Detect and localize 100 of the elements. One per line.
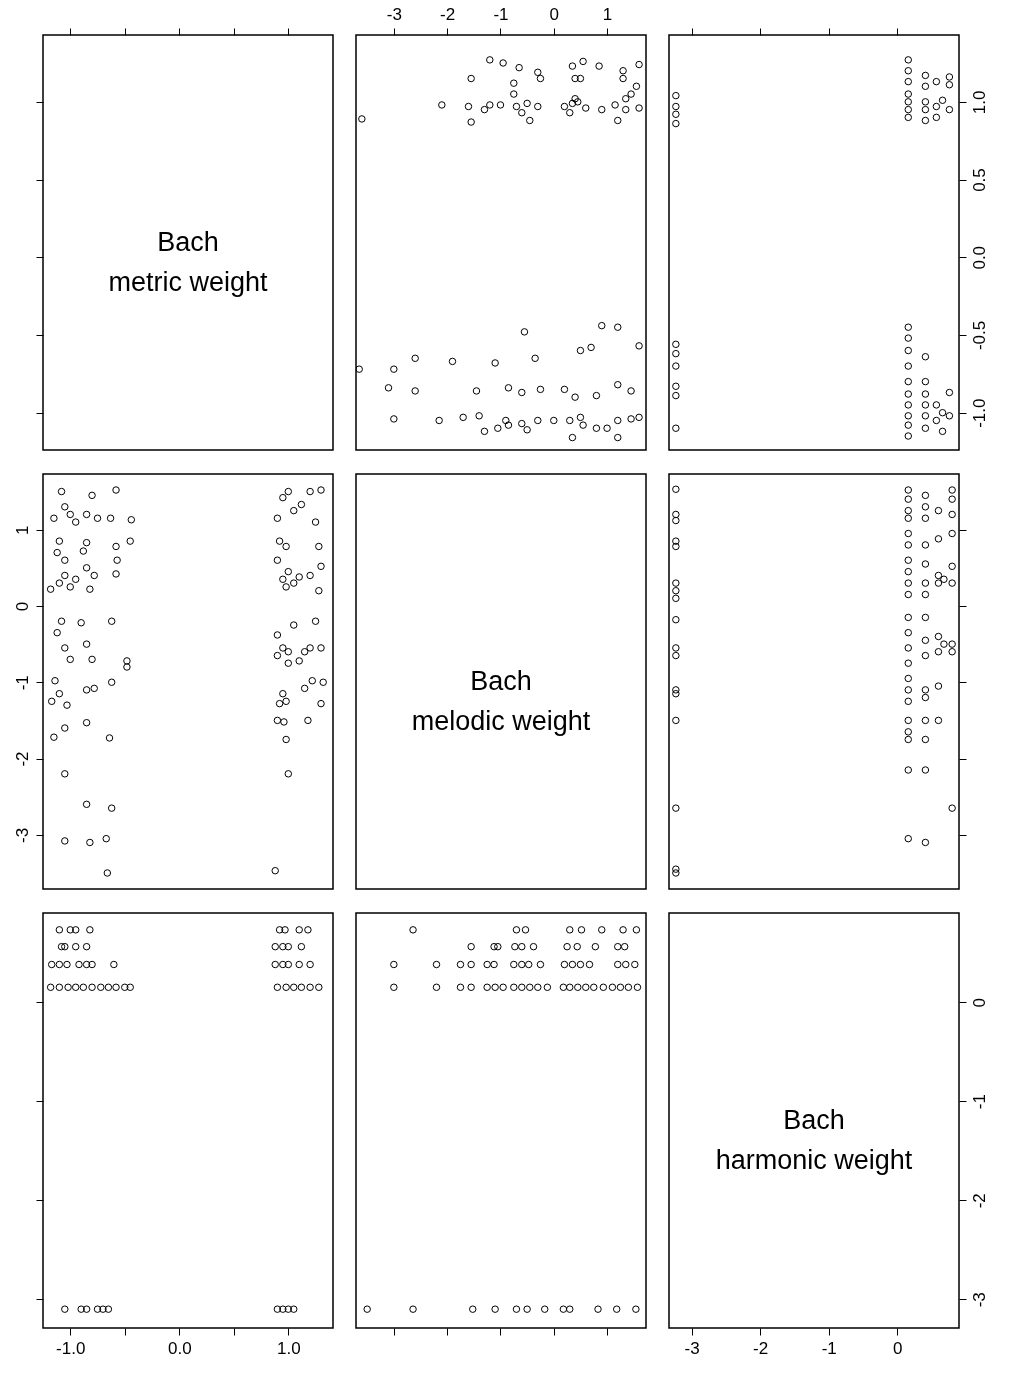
point: [281, 926, 289, 934]
y-tick-label: -3: [12, 827, 32, 843]
point: [290, 1305, 298, 1313]
x-tick-label: 0.0: [167, 1338, 192, 1358]
x-tick-label: 0: [549, 4, 560, 24]
point: [271, 960, 279, 969]
point: [932, 113, 941, 122]
y-tick-label: 0: [969, 997, 989, 1008]
point: [672, 102, 680, 111]
point: [104, 983, 113, 992]
point: [297, 983, 306, 992]
point: [63, 960, 71, 969]
point: [306, 983, 314, 992]
point: [672, 382, 680, 391]
point: [82, 942, 91, 951]
point: [672, 119, 680, 128]
y-tick-label: -2: [12, 751, 32, 767]
y-tick-label: -3: [969, 1292, 989, 1308]
x-tick-label: -1: [821, 1338, 837, 1358]
point: [295, 926, 303, 934]
point: [945, 81, 954, 89]
point: [112, 983, 120, 992]
point: [47, 960, 56, 969]
y-tick-label: 1.0: [969, 90, 989, 115]
x-tick-label: 0: [893, 1338, 903, 1358]
point: [921, 377, 930, 386]
point: [284, 1305, 293, 1313]
point: [921, 412, 930, 420]
point: [672, 362, 680, 370]
x-tick-label: -1.0: [56, 1338, 86, 1358]
point: [945, 73, 954, 81]
point: [88, 983, 96, 992]
point: [945, 388, 954, 397]
point: [904, 432, 913, 440]
point: [304, 926, 312, 934]
point: [921, 424, 930, 432]
point: [904, 98, 913, 106]
x-tick-label: 1.0: [276, 1338, 301, 1358]
point: [945, 412, 954, 420]
x-tick-label: 1: [602, 4, 613, 24]
point: [64, 983, 72, 992]
point: [55, 983, 64, 992]
point: [126, 983, 134, 992]
point: [932, 416, 941, 425]
point: [904, 105, 913, 114]
point: [79, 983, 88, 992]
y-tick-label: -2: [969, 1193, 989, 1209]
point: [75, 960, 83, 969]
point: [938, 408, 947, 417]
point: [904, 113, 913, 122]
point: [921, 71, 930, 80]
point: [99, 1305, 107, 1313]
point: [279, 960, 287, 969]
point: [46, 983, 55, 992]
point: [82, 1305, 91, 1313]
point: [904, 346, 913, 355]
point: [672, 340, 680, 349]
point: [61, 1305, 69, 1313]
point: [275, 926, 284, 934]
point: [271, 942, 279, 951]
x-tick-label: -3: [386, 4, 402, 24]
text: Bach metric weight: [108, 226, 269, 297]
point: [904, 323, 913, 331]
point: [672, 391, 680, 400]
point: [71, 983, 80, 992]
point: [921, 98, 930, 106]
point: [82, 960, 91, 969]
x-tick-label: -1: [493, 4, 509, 24]
point: [66, 926, 74, 934]
point: [282, 983, 290, 992]
y-tick-label: -1.0: [969, 398, 989, 428]
point: [273, 983, 282, 992]
point: [904, 401, 913, 409]
point: [672, 349, 680, 358]
point: [86, 926, 94, 934]
point: [315, 983, 323, 992]
point: [88, 960, 96, 969]
point: [121, 983, 129, 992]
point: [904, 390, 913, 398]
y-tick-label: 0: [12, 601, 32, 612]
point: [904, 90, 913, 98]
point: [97, 983, 105, 992]
point: [297, 942, 306, 951]
point: [921, 82, 930, 91]
point: [284, 942, 293, 951]
point: [55, 926, 64, 934]
point: [290, 983, 298, 992]
point: [904, 412, 913, 420]
point: [904, 67, 913, 75]
point: [932, 401, 941, 409]
point: [672, 110, 680, 118]
point: [904, 334, 913, 342]
point: [938, 427, 947, 436]
x-tick-label: -3: [684, 1338, 700, 1358]
point: [110, 960, 118, 969]
point: [279, 942, 287, 951]
y-tick-label: -1: [969, 1094, 989, 1110]
x-tick-label: -2: [753, 1338, 769, 1358]
point: [57, 942, 66, 951]
y-tick-label: -1: [12, 675, 32, 691]
